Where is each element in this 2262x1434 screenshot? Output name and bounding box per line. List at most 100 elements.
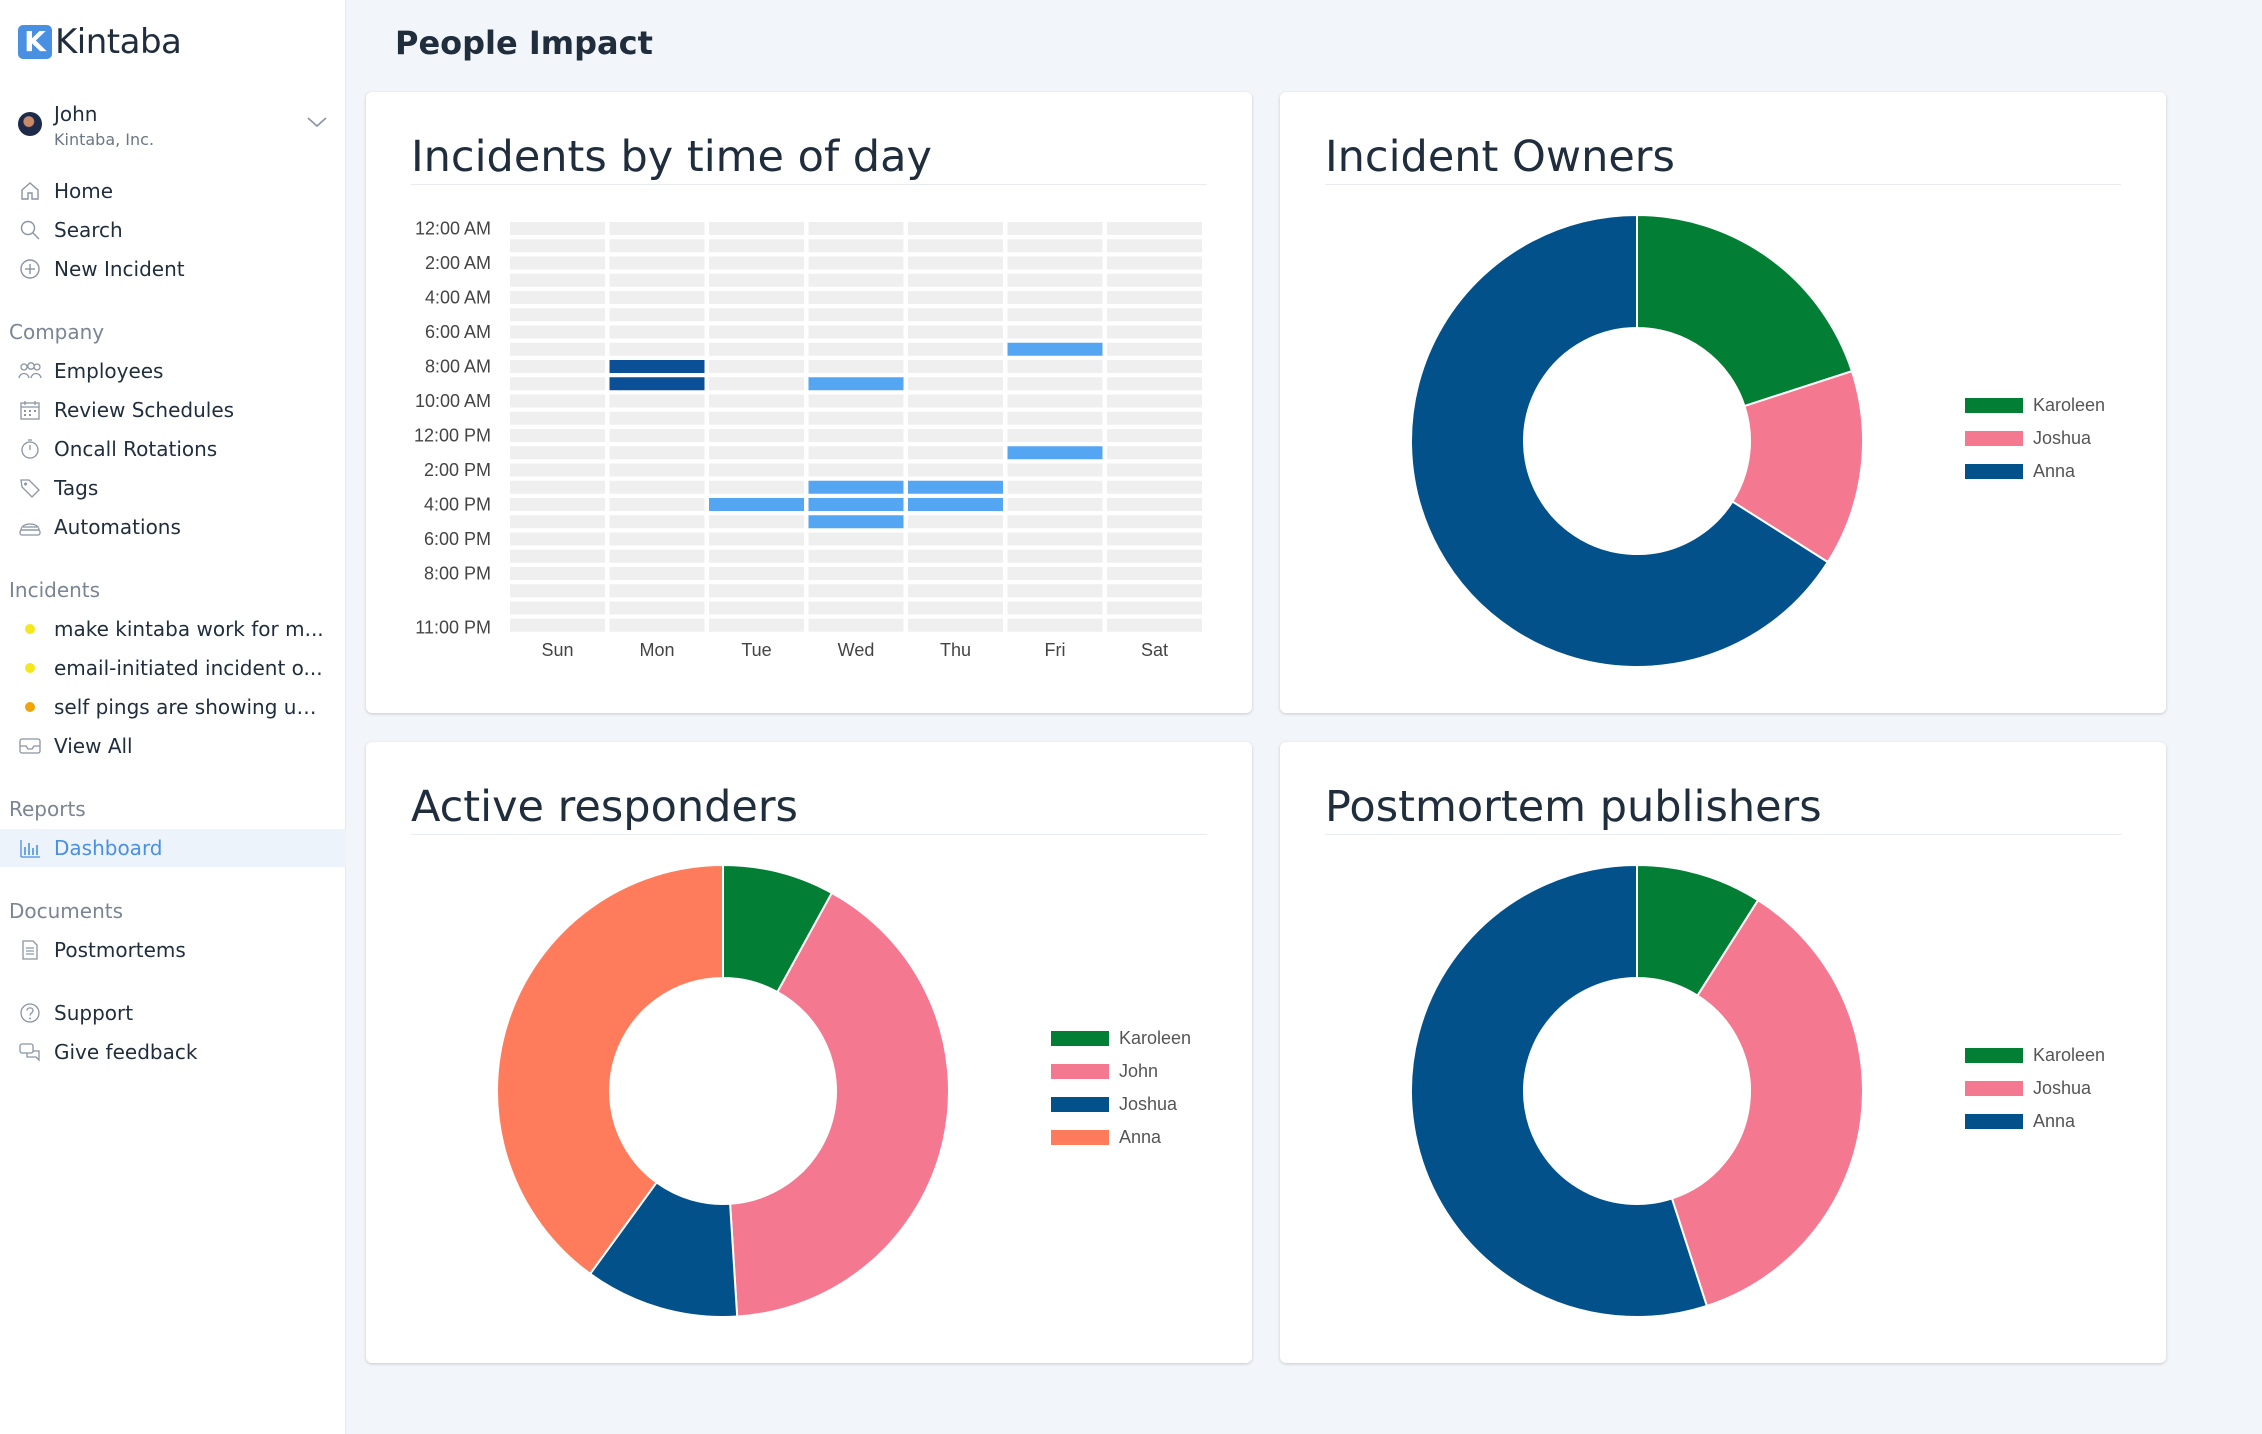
nav-give-feedback[interactable]: Give feedback bbox=[0, 1033, 346, 1071]
heatmap-cell bbox=[808, 411, 904, 425]
heatmap-cell bbox=[908, 394, 1003, 408]
legend-label: Anna bbox=[1119, 1127, 1162, 1147]
legend-label: Joshua bbox=[2033, 1078, 2092, 1098]
heatmap-cell bbox=[609, 325, 705, 339]
heatmap-cell-filled bbox=[808, 515, 904, 529]
heatmap-cell bbox=[1007, 308, 1103, 322]
nav-automations[interactable]: Automations bbox=[0, 508, 346, 546]
heatmap-cell bbox=[1107, 429, 1202, 442]
robot-icon bbox=[17, 514, 43, 540]
donut-slice-anna[interactable] bbox=[496, 863, 724, 1276]
heatmap-cell bbox=[808, 463, 904, 477]
heatmap-cell bbox=[1007, 515, 1103, 529]
incident-item[interactable]: self pings are showing up... bbox=[0, 688, 346, 726]
heatmap-cell bbox=[609, 446, 705, 460]
heatmap-cell bbox=[1107, 273, 1202, 287]
heatmap-cell bbox=[1107, 618, 1202, 632]
nav-review-schedules[interactable]: Review Schedules bbox=[0, 391, 346, 429]
heatmap-cell bbox=[709, 411, 804, 425]
heatmap-cell bbox=[808, 601, 904, 615]
heatmap-cell bbox=[1107, 446, 1202, 460]
heatmap-cell bbox=[808, 239, 904, 253]
heatmap-cell bbox=[808, 325, 904, 339]
card-incident-owners: Incident Owners Karoleen Joshua Anna bbox=[1280, 92, 2166, 713]
donut-slice-joshua[interactable] bbox=[1670, 898, 1864, 1308]
nav-postmortems[interactable]: Postmortems bbox=[0, 931, 346, 969]
nav-dashboard-label: Dashboard bbox=[54, 836, 163, 860]
heatmap-cell bbox=[709, 360, 804, 373]
chat-bubbles-icon bbox=[17, 1039, 43, 1065]
nav-support[interactable]: Support bbox=[0, 994, 346, 1032]
legend-swatch bbox=[1051, 1064, 1109, 1079]
donut-slice-anna[interactable] bbox=[1410, 863, 1709, 1318]
heatmap-cell bbox=[1107, 567, 1202, 580]
heatmap-cell bbox=[908, 273, 1003, 287]
nav-view-all-incidents[interactable]: View All bbox=[0, 727, 346, 765]
legend-swatch bbox=[1051, 1097, 1109, 1112]
heatmap-cell bbox=[1107, 222, 1202, 235]
heatmap-cell bbox=[908, 601, 1003, 615]
donut-slice-anna[interactable] bbox=[1410, 213, 1830, 668]
heatmap-cell bbox=[808, 360, 904, 373]
heatmap-cell bbox=[1007, 256, 1103, 270]
heatmap-cell bbox=[1007, 273, 1103, 287]
donut-slice-john[interactable] bbox=[729, 891, 950, 1318]
heatmap-cell bbox=[808, 291, 904, 304]
nav-postmortems-label: Postmortems bbox=[54, 938, 186, 962]
legend-label: John bbox=[1119, 1061, 1158, 1081]
kintaba-logo[interactable]: K Kintaba bbox=[18, 22, 182, 62]
heatmap-cell bbox=[808, 308, 904, 322]
heatmap-cell bbox=[908, 411, 1003, 425]
people-icon bbox=[17, 358, 43, 384]
nav-search[interactable]: Search bbox=[0, 211, 346, 249]
legend-swatch bbox=[1965, 464, 2023, 479]
card-title: Incident Owners bbox=[1325, 132, 1675, 182]
stopwatch-icon bbox=[17, 436, 43, 462]
nav-oncall-rotations[interactable]: Oncall Rotations bbox=[0, 430, 346, 468]
donut-chart: Karoleen John Joshua Anna bbox=[496, 863, 1191, 1318]
incident-item-label: self pings are showing up... bbox=[54, 695, 324, 719]
heatmap-cell-filled bbox=[1007, 342, 1103, 356]
nav-tags[interactable]: Tags bbox=[0, 469, 346, 507]
x-tick-label: Mon bbox=[639, 640, 674, 660]
nav-new-incident[interactable]: New Incident bbox=[0, 250, 346, 288]
user-menu[interactable]: John Kintaba, Inc. bbox=[18, 100, 328, 150]
donut-slice-karoleen[interactable] bbox=[1636, 213, 1854, 408]
x-tick-label: Sat bbox=[1141, 640, 1168, 660]
user-name: John bbox=[54, 102, 98, 126]
legend-label: Anna bbox=[2033, 461, 2076, 481]
heatmap-cell bbox=[709, 429, 804, 442]
heatmap-cell bbox=[1107, 394, 1202, 408]
nav-home[interactable]: Home bbox=[0, 172, 346, 210]
heatmap-cell bbox=[1107, 308, 1202, 322]
heatmap-cell bbox=[1007, 498, 1103, 511]
heatmap-cell bbox=[510, 618, 605, 632]
heatmap-cell bbox=[510, 532, 605, 546]
nav-review-schedules-label: Review Schedules bbox=[54, 398, 235, 422]
chevron-down-icon[interactable] bbox=[306, 114, 328, 130]
heatmap-cell bbox=[510, 584, 605, 598]
heatmap-cell bbox=[609, 515, 705, 529]
legend-swatch bbox=[1051, 1130, 1109, 1145]
heatmap-cell bbox=[609, 342, 705, 356]
legend-swatch bbox=[1965, 1081, 2023, 1096]
x-tick-label: Fri bbox=[1045, 640, 1066, 660]
nav-search-label: Search bbox=[54, 218, 123, 242]
heatmap-cell bbox=[908, 618, 1003, 632]
heatmap-cell bbox=[609, 273, 705, 287]
incident-item[interactable]: make kintaba work for m... bbox=[0, 610, 346, 648]
heatmap-cell bbox=[709, 377, 804, 391]
nav-dashboard[interactable]: Dashboard bbox=[0, 829, 346, 867]
heatmap-cell bbox=[510, 480, 605, 494]
heatmap-cell bbox=[1107, 584, 1202, 598]
incident-item[interactable]: email-initiated incident o... bbox=[0, 649, 346, 687]
heatmap-cell bbox=[808, 532, 904, 546]
legend-swatch bbox=[1965, 1114, 2023, 1129]
heatmap-cell bbox=[1007, 549, 1103, 563]
plus-circle-icon bbox=[17, 256, 43, 282]
card-title: Postmortem publishers bbox=[1325, 782, 1822, 832]
nav-employees[interactable]: Employees bbox=[0, 352, 346, 390]
heatmap-cell bbox=[609, 463, 705, 477]
y-tick-label: 2:00 PM bbox=[424, 460, 491, 480]
heatmap-cell bbox=[1007, 532, 1103, 546]
